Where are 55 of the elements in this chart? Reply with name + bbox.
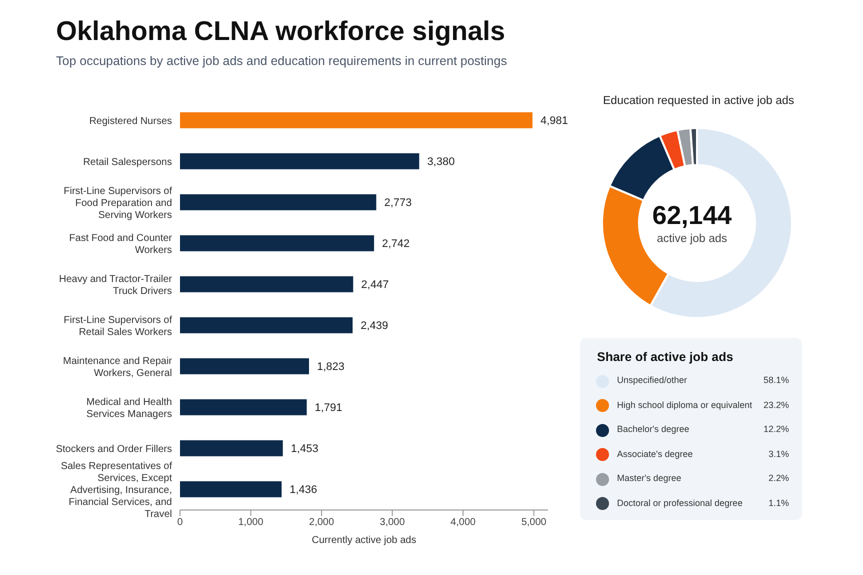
data-label: 3,380 [427,156,455,168]
legend-label: Doctoral or professional degree [617,498,743,508]
bar [180,399,307,416]
bar [180,235,374,252]
chart-subtitle: Top occupations by active job ads and education requirements in current postings [56,54,507,68]
data-label: 2.2% [768,473,789,483]
y-tick-label: Fast Food and Counter Workers [69,233,173,256]
x-axis-title: Currently active job ads [310,535,418,546]
bar [180,194,376,210]
legend-label: Bachelor's degree [617,424,690,434]
bar [180,317,353,334]
data-label: 2,447 [361,279,389,292]
x-tick-label: 1,000 [238,517,264,528]
y-tick-label: Maintenance and Repair Workers, General [63,356,173,379]
bar [180,276,354,292]
x-tick-label: 5,000 [521,517,547,528]
bar [180,153,420,170]
data-label: 23.2% [763,400,789,410]
y-tick-label: First-Line Supervisors of Food Preparation and Serving Workers [64,186,172,221]
data-label: 12.2% [763,424,789,434]
legend-title: Share of active job ads [597,350,734,364]
data-label: 3.1% [768,448,789,458]
y-tick-label: Medical and Health Services Managers [86,397,172,420]
chart-title: Oklahoma CLNA workforce signals [56,16,506,47]
data-label: 58.1% [763,375,789,385]
legend-label: Unspecified/other [617,375,688,385]
y-tick-label: Heavy and Tractor-Trailer Truck Drivers [59,274,173,297]
text: 62,144 [651,200,733,231]
data-label: 1,823 [317,361,345,374]
x-tick-label: 0 [177,517,184,528]
text: active job ads [656,233,728,245]
y-tick-label: First-Line Supervisors of Retail Sales Workers [64,315,172,338]
data-label: 1.1% [768,498,789,508]
x-tick-label: 3,000 [380,517,406,528]
legend-label: Master's degree [617,473,682,483]
data-label: 1,453 [290,443,318,456]
bar [180,358,310,374]
data-label: 2,773 [384,197,412,210]
data-label: 1,791 [314,402,342,414]
data-label: 1,436 [290,484,318,496]
legend-label: High school diploma or equivalent [617,400,752,410]
bar [180,112,532,128]
legend-label: Associate's degree [617,448,693,458]
x-tick-label: 4,000 [450,517,476,528]
bar [180,440,283,456]
data-label: 2,439 [360,320,388,332]
y-tick-label: Stockers and Order Fillers [56,444,172,455]
data-label: 2,742 [382,238,410,250]
data-label: 4,981 [540,115,568,128]
y-tick-label: Registered Nurses [89,116,172,127]
bar [180,481,282,498]
x-tick-label: 2,000 [309,517,334,528]
y-tick-label: Sales Representatives of Services, Except Advertising, Insurance, Financial Services, and Travel [60,461,172,520]
chart-title: Education requested in active job ads [603,95,794,107]
y-tick-label: Retail Salespersons [83,157,172,168]
